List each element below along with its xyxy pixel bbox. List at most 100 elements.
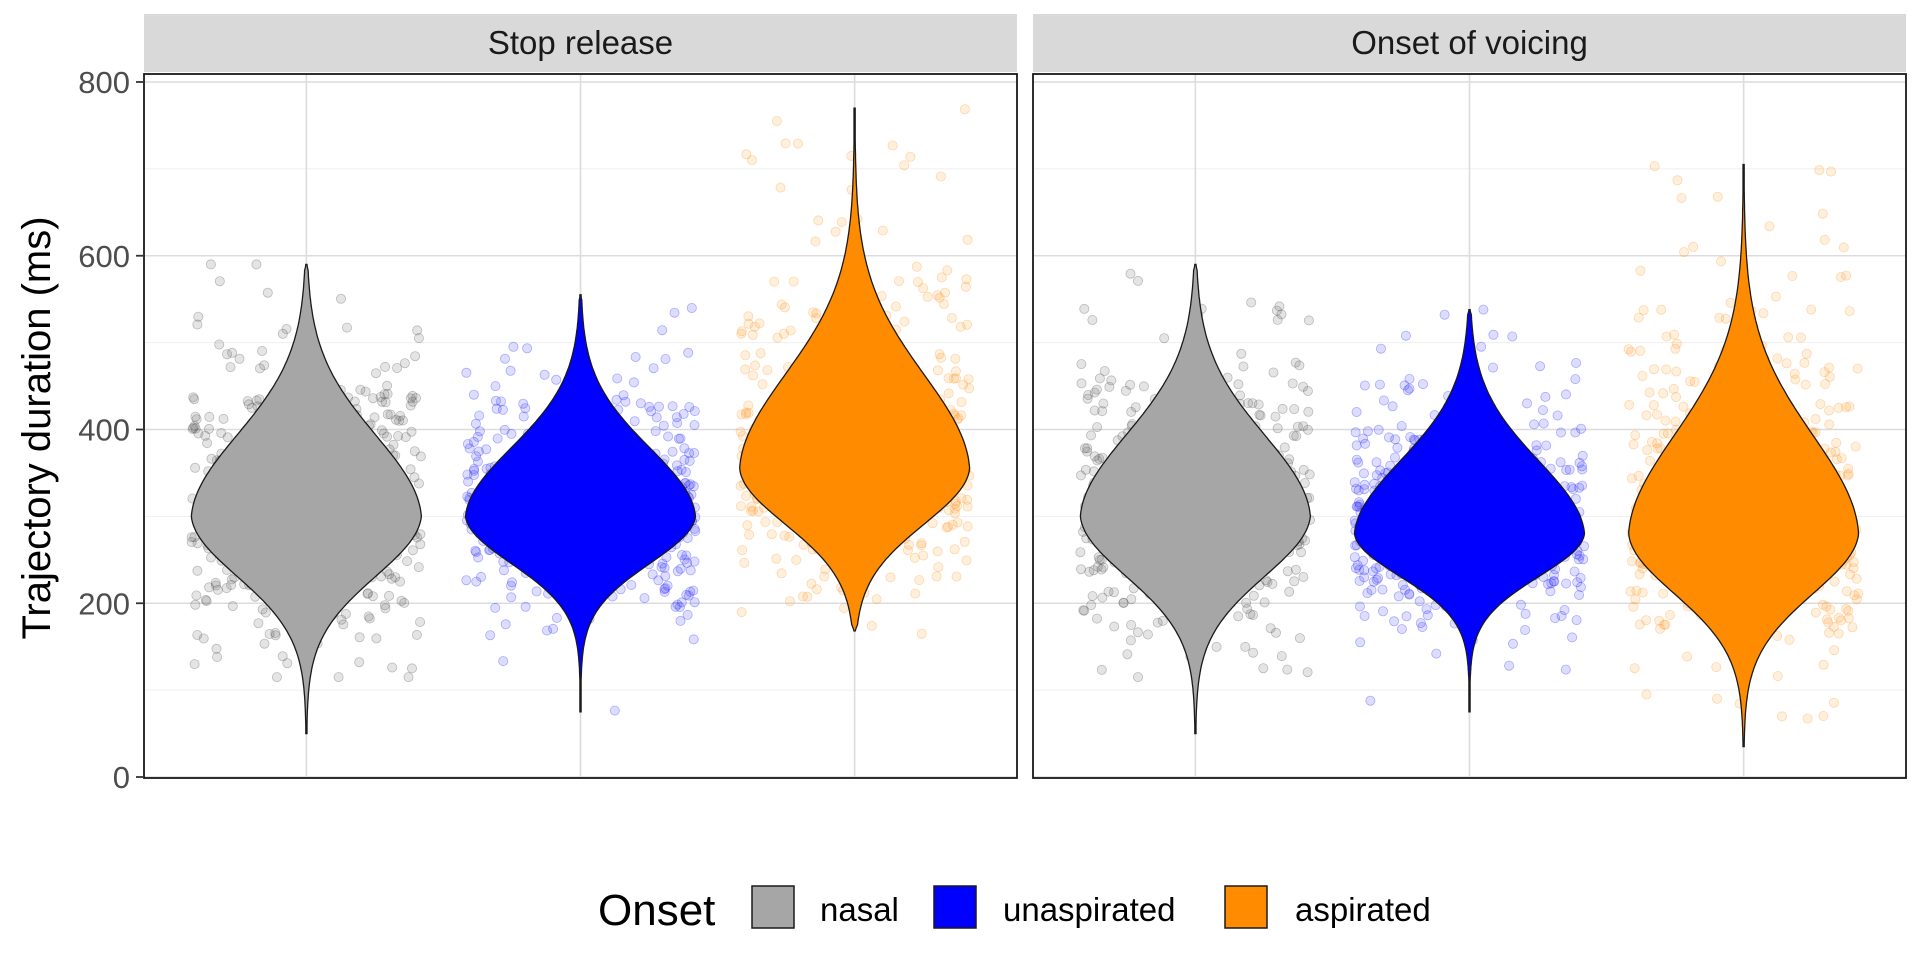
data-point [740, 409, 751, 420]
data-point [1676, 192, 1687, 203]
group-unaspirated [1349, 304, 1590, 713]
data-point [612, 373, 623, 384]
data-point [200, 594, 211, 605]
data-point [1654, 615, 1665, 626]
data-point [914, 575, 925, 586]
data-point [210, 580, 221, 591]
data-point [1567, 632, 1578, 643]
data-point [1272, 423, 1283, 434]
data-point [1645, 455, 1656, 466]
data-point [1359, 479, 1370, 490]
data-point [1098, 398, 1109, 409]
data-point [1641, 689, 1652, 700]
data-point [683, 480, 694, 491]
data-point [1626, 346, 1637, 357]
data-point [221, 583, 232, 594]
data-point [650, 426, 661, 437]
data-point [1086, 600, 1097, 611]
data-point [1405, 432, 1416, 443]
data-point [684, 448, 695, 459]
data-point [1655, 623, 1666, 634]
data-point [226, 574, 237, 585]
data-point [836, 217, 847, 228]
data-point [956, 410, 967, 421]
data-point [933, 562, 944, 573]
data-point [1820, 378, 1831, 389]
data-point [385, 409, 396, 420]
data-point [1298, 381, 1309, 392]
data-point [1504, 660, 1515, 671]
data-point [473, 552, 484, 563]
data-point [1082, 393, 1093, 404]
data-point [658, 420, 669, 431]
data-point [508, 341, 519, 352]
data-point [188, 392, 199, 403]
data-point [225, 362, 236, 373]
data-point [1829, 645, 1840, 656]
data-point [388, 439, 399, 450]
data-point [380, 361, 391, 372]
data-point [264, 629, 275, 640]
data-point [281, 323, 292, 334]
data-point [1802, 713, 1813, 724]
data-point [676, 597, 687, 608]
data-point [686, 302, 697, 313]
data-point [1290, 564, 1301, 575]
data-point [251, 395, 262, 406]
data-point [1079, 443, 1090, 454]
data-point [866, 620, 877, 631]
data-point [1577, 480, 1588, 491]
data-point [1254, 409, 1265, 420]
data-point [1371, 574, 1382, 585]
data-point [1541, 440, 1552, 451]
data-point [491, 403, 502, 414]
data-point [341, 322, 352, 333]
data-point [1362, 588, 1373, 599]
data-point [962, 501, 973, 512]
data-point [792, 138, 803, 149]
data-point [1668, 383, 1679, 394]
data-point [943, 388, 954, 399]
data-point [1354, 564, 1365, 575]
data-point [1507, 331, 1518, 342]
data-point [409, 472, 420, 483]
data-point [371, 633, 382, 644]
data-point [399, 597, 410, 608]
data-point [1579, 541, 1590, 552]
data-point [1529, 419, 1540, 430]
data-point [646, 406, 657, 417]
data-point [1248, 647, 1259, 658]
data-point [1092, 561, 1103, 572]
data-point [497, 404, 508, 415]
data-point [1271, 627, 1282, 638]
data-point [1810, 413, 1821, 424]
data-point [367, 591, 378, 602]
data-point [1086, 430, 1097, 441]
data-point [1648, 400, 1659, 411]
data-point [689, 406, 700, 417]
data-point [403, 672, 414, 683]
data-point [780, 138, 791, 149]
data-point [1850, 441, 1861, 452]
data-point [392, 362, 403, 373]
data-point [411, 629, 422, 640]
data-point [407, 396, 418, 407]
data-point [894, 276, 905, 287]
data-point [1354, 497, 1365, 508]
data-point [905, 151, 916, 162]
data-point [1543, 579, 1554, 590]
data-point [210, 577, 221, 588]
data-point [1559, 605, 1570, 616]
data-point [394, 415, 405, 426]
data-point [1401, 611, 1412, 622]
data-point [955, 321, 966, 332]
data-point [1152, 617, 1163, 628]
data-point [190, 599, 201, 610]
data-point [1376, 343, 1387, 354]
data-point [1758, 308, 1769, 319]
data-point [1358, 433, 1369, 444]
data-point [354, 632, 365, 643]
data-point [913, 277, 924, 288]
data-point [1670, 416, 1681, 427]
data-point [1772, 671, 1783, 682]
